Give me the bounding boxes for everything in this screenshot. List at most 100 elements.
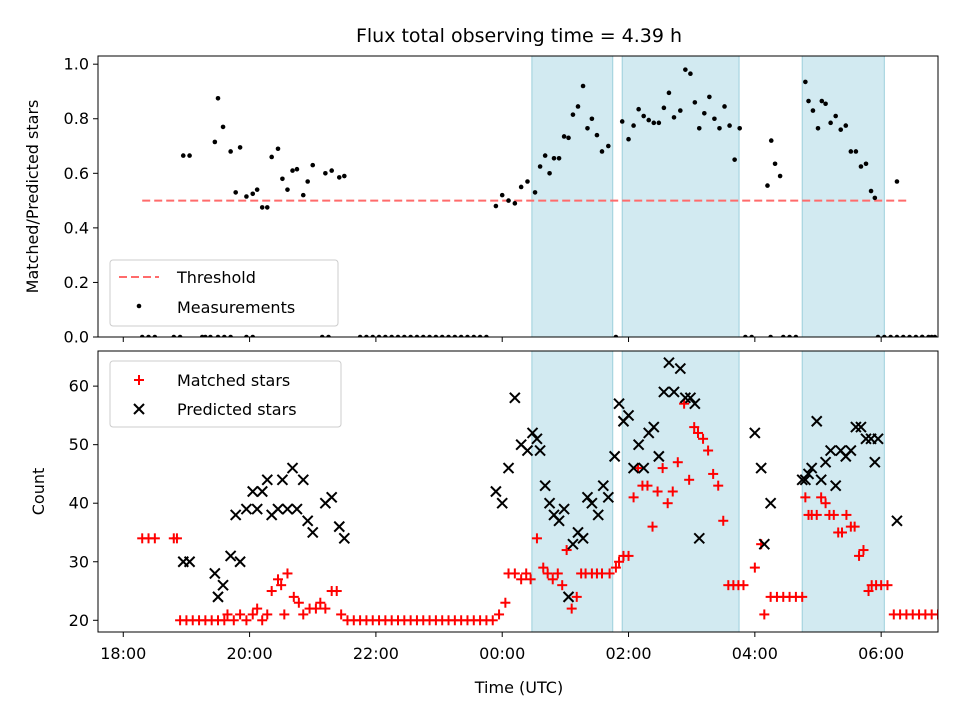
measurement-point	[919, 334, 925, 337]
top-legend-box	[109, 259, 339, 327]
measurement-point	[743, 334, 748, 337]
predicted-star-point	[224, 550, 237, 562]
measurement-point	[828, 120, 833, 126]
measurement-point	[907, 334, 912, 337]
measurement-point	[666, 90, 672, 96]
measurement-point	[364, 334, 369, 337]
matched-star-point	[547, 574, 558, 585]
predicted-star-point	[869, 456, 881, 468]
matched-star-point	[849, 521, 860, 532]
predicted-star-point	[558, 503, 570, 515]
measurement-point	[913, 334, 919, 337]
measurement-point	[493, 203, 499, 209]
measurement-point	[806, 98, 811, 104]
measurement-point	[357, 334, 363, 337]
measurement-point	[894, 334, 900, 337]
measurement-point	[427, 334, 432, 337]
predicted-star-point	[531, 433, 543, 445]
matched-star-point	[516, 574, 527, 585]
predicted-star-point	[543, 497, 556, 509]
matched-star-point	[315, 597, 326, 608]
matched-star-point	[310, 603, 321, 614]
measurement-point	[180, 153, 186, 158]
predicted-star-point	[240, 503, 253, 515]
predicted-star-point	[133, 403, 145, 415]
observing-window-2	[621, 56, 740, 337]
bottom-y-tick-label: 60	[69, 377, 89, 396]
top-plot-area	[139, 56, 938, 337]
measurement-point	[868, 188, 874, 194]
measurement-point	[671, 115, 677, 120]
bottom-y-axis-label: Count	[29, 468, 48, 516]
measurement-point	[772, 161, 778, 167]
predicted-star-point	[689, 397, 701, 410]
measurement-point	[815, 125, 821, 131]
measurement-point	[250, 334, 256, 337]
measurement-point	[929, 334, 934, 337]
measurement-point	[389, 334, 394, 337]
measurement-point	[712, 116, 717, 122]
matched-star-point	[531, 533, 542, 544]
measurement-point	[215, 334, 221, 337]
matched-star-point	[293, 597, 304, 608]
measurement-point	[636, 106, 641, 112]
measurement-point	[542, 153, 548, 158]
measurement-point	[215, 95, 221, 101]
measurement-point	[512, 201, 518, 206]
predicted-star-point	[845, 444, 857, 457]
matched-star-point	[552, 568, 563, 579]
measurement-point	[894, 179, 900, 184]
predicted-star-point	[632, 438, 645, 451]
measurement-point	[692, 100, 698, 105]
matched-star-point	[228, 615, 239, 626]
matched-star-point	[642, 480, 653, 491]
predicted-star-point	[811, 415, 823, 427]
measurement-point	[300, 192, 306, 198]
measurement-point	[732, 157, 737, 162]
predicted-star-point	[597, 479, 609, 492]
matched-star-point	[276, 580, 287, 591]
measurement-point	[838, 127, 844, 132]
measurement-point	[305, 179, 310, 184]
matched-star-point	[509, 568, 520, 579]
measurement-point	[768, 334, 773, 337]
measurement-point	[171, 334, 177, 337]
predicted-star-point	[307, 526, 319, 539]
measurement-point	[727, 123, 732, 128]
predicted-star-point	[247, 485, 259, 498]
predicted-star-point	[502, 462, 515, 474]
matched-star-point	[336, 609, 347, 620]
predicted-star-point	[562, 591, 575, 603]
measurement-point	[631, 123, 636, 128]
predicted-star-point	[276, 474, 289, 486]
measurement-point	[452, 334, 458, 337]
measurement-point	[819, 98, 825, 104]
measurement-point	[858, 164, 864, 169]
matched-star-point	[219, 615, 230, 626]
measurement-point	[613, 334, 619, 337]
bottom-legend-box	[109, 360, 342, 428]
measurement-point	[414, 334, 420, 337]
matched-star-point	[171, 533, 182, 544]
measurement-point	[336, 175, 342, 180]
predicted-star-point	[338, 532, 351, 545]
observing-window-2	[621, 351, 740, 632]
measurement-point	[793, 334, 799, 337]
measurement-point	[439, 334, 445, 337]
measurement-point	[843, 123, 849, 128]
measurement-point	[619, 119, 625, 124]
measurement-point	[585, 125, 590, 131]
predicted-star-point	[637, 462, 650, 474]
measurement-point	[290, 168, 295, 173]
predicted-star-point	[496, 497, 508, 509]
top-y-tick-label: 0.2	[64, 273, 89, 292]
predicted-star-point	[301, 515, 314, 527]
measurement-point	[651, 120, 657, 126]
predicted-star-point	[872, 433, 884, 445]
predicted-star-point	[212, 591, 224, 603]
predicted-star-point	[209, 567, 221, 580]
matched-star-point	[557, 580, 568, 591]
predicted-star-point	[891, 515, 903, 527]
x-tick-label: 00:00	[479, 644, 525, 663]
